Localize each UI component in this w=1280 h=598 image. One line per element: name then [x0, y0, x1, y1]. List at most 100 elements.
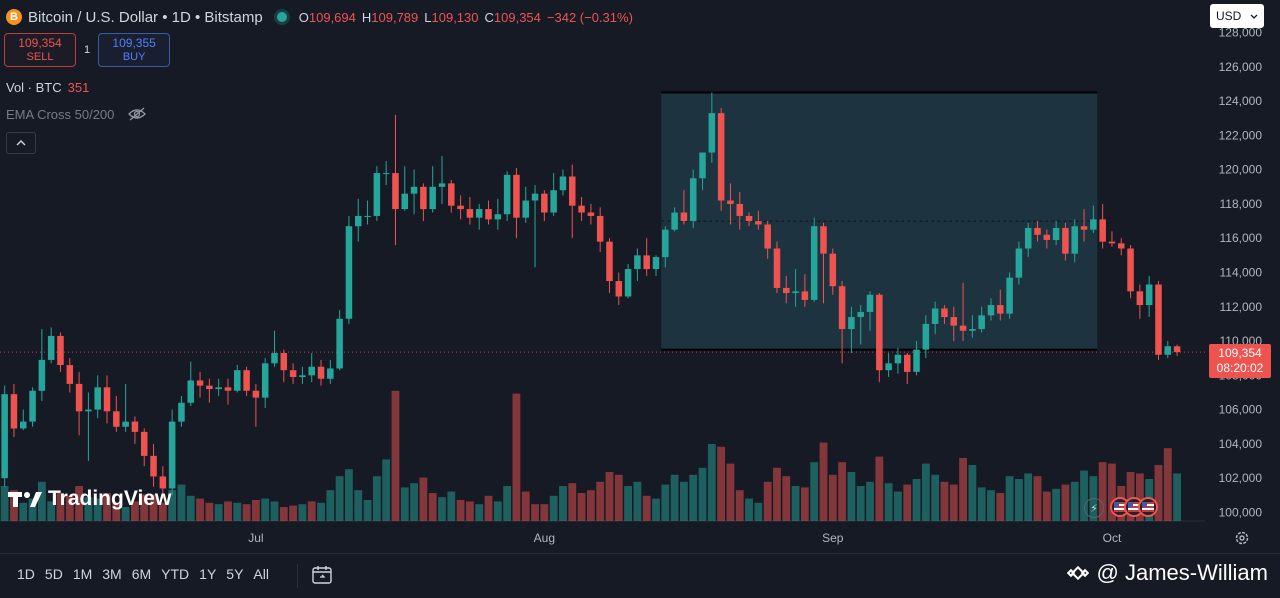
y-tick-label: 102,000: [1219, 471, 1263, 485]
candle-body: [308, 366, 315, 376]
buy-button[interactable]: 109,355 BUY: [98, 33, 171, 67]
volume-bar: [335, 476, 344, 521]
volume-bar: [1135, 473, 1144, 521]
range-all[interactable]: All: [253, 566, 269, 582]
candle-body: [1173, 346, 1181, 353]
us-flag-icon[interactable]: [1138, 497, 1158, 517]
candle-body: [950, 317, 958, 326]
candle-body: [187, 380, 195, 403]
chevron-down-icon: [1250, 14, 1258, 19]
volume-bar: [205, 502, 214, 521]
chevron-up-icon: [16, 140, 26, 146]
candle-body: [178, 402, 185, 422]
candle-body: [689, 178, 697, 222]
symbol-title[interactable]: Bitcoin / U.S. Dollar • 1D • Bitstamp: [28, 8, 263, 26]
range-1y[interactable]: 1Y: [199, 566, 217, 582]
candle-body: [1034, 227, 1041, 235]
y-tick-label: 112,000: [1220, 300, 1263, 314]
candle-body: [345, 226, 353, 319]
volume-bar: [549, 495, 558, 521]
volume-bar: [977, 487, 986, 521]
sell-button[interactable]: 109,354 SELL: [4, 33, 76, 67]
buy-label: BUY: [122, 51, 146, 63]
range-6m[interactable]: 6M: [131, 566, 152, 582]
volume-bar: [251, 500, 260, 521]
volume-bar: [186, 495, 195, 521]
range-1d[interactable]: 1D: [17, 566, 35, 582]
volume-label: Vol · BTC: [6, 80, 62, 95]
candle-body: [745, 215, 753, 222]
candle-body: [876, 294, 883, 371]
y-tick-label: 116,000: [1220, 231, 1263, 245]
volume-bar: [289, 505, 298, 521]
range-5y[interactable]: 5Y: [226, 566, 244, 582]
candle-body: [131, 421, 139, 432]
candle-body: [885, 363, 892, 371]
volume-bar: [894, 491, 902, 521]
last-price-label: 109,354 08:20:02: [1209, 344, 1271, 378]
candle-body: [596, 215, 604, 242]
range-1m[interactable]: 1M: [72, 566, 93, 582]
range-3m[interactable]: 3M: [102, 566, 122, 582]
range-ytd[interactable]: YTD: [161, 566, 190, 582]
range-5d[interactable]: 5D: [44, 566, 63, 582]
volume-bar: [224, 501, 232, 521]
collapse-legend-button[interactable]: [6, 132, 36, 154]
volume-indicator-legend[interactable]: Vol · BTC 351: [6, 80, 89, 95]
volume-bar: [968, 465, 977, 521]
y-tick-label: 114,000: [1220, 266, 1263, 280]
candle-body: [913, 349, 920, 372]
volume-bar: [345, 469, 353, 521]
candle-body: [894, 354, 902, 364]
candle-body: [113, 411, 120, 427]
watermark-text: TradingView: [48, 487, 172, 510]
candle-body: [252, 390, 260, 398]
volume-bar: [559, 486, 567, 521]
candle-body: [1108, 241, 1116, 244]
ohlc-close: C109,354: [484, 9, 541, 25]
candle-body: [168, 421, 176, 489]
candle-body: [606, 241, 613, 282]
lightning-icon[interactable]: ⚡: [1084, 498, 1104, 518]
volume-bar: [465, 501, 474, 521]
volume-bar: [19, 502, 28, 521]
volume-bar: [689, 474, 698, 521]
sell-price: 109,354: [18, 36, 62, 50]
currency-select[interactable]: USD: [1210, 4, 1264, 28]
volume-bar: [484, 495, 493, 521]
ema-indicator-legend[interactable]: EMA Cross 50/200: [6, 107, 146, 124]
volume-bar: [354, 490, 363, 521]
candle-body: [922, 323, 930, 350]
gear-icon[interactable]: [1234, 530, 1250, 551]
volume-bar: [661, 484, 670, 521]
volume-bar: [940, 481, 949, 521]
y-tick-label: 118,000: [1220, 197, 1263, 211]
volume-bar: [140, 494, 149, 521]
volume-bar: [903, 484, 912, 521]
candle-body: [643, 255, 650, 270]
volume-bar: [1005, 476, 1014, 521]
eye-hidden-icon[interactable]: [128, 107, 146, 124]
volume-bar: [931, 474, 940, 521]
volume-bar: [996, 493, 1005, 521]
candle-body: [531, 193, 539, 201]
volume-bar: [819, 442, 828, 521]
candle-body: [1155, 284, 1162, 355]
candle-body: [587, 212, 595, 216]
candle-body: [122, 421, 129, 427]
x-tick-label: Jul: [248, 531, 263, 545]
candle-body: [140, 431, 148, 456]
volume-bar: [875, 456, 884, 521]
volume-bar: [158, 502, 167, 521]
volume-bar: [735, 490, 744, 521]
tradingview-watermark[interactable]: TradingView: [8, 487, 171, 511]
market-open-icon: [276, 12, 287, 22]
calendar-goto-icon[interactable]: [312, 565, 334, 590]
volume-bar: [75, 486, 84, 521]
economic-events[interactable]: [1110, 497, 1158, 517]
candle-body: [829, 253, 837, 287]
volume-bar: [800, 487, 809, 521]
volume-bar: [949, 484, 958, 521]
y-tick-label: 124,000: [1219, 94, 1263, 108]
